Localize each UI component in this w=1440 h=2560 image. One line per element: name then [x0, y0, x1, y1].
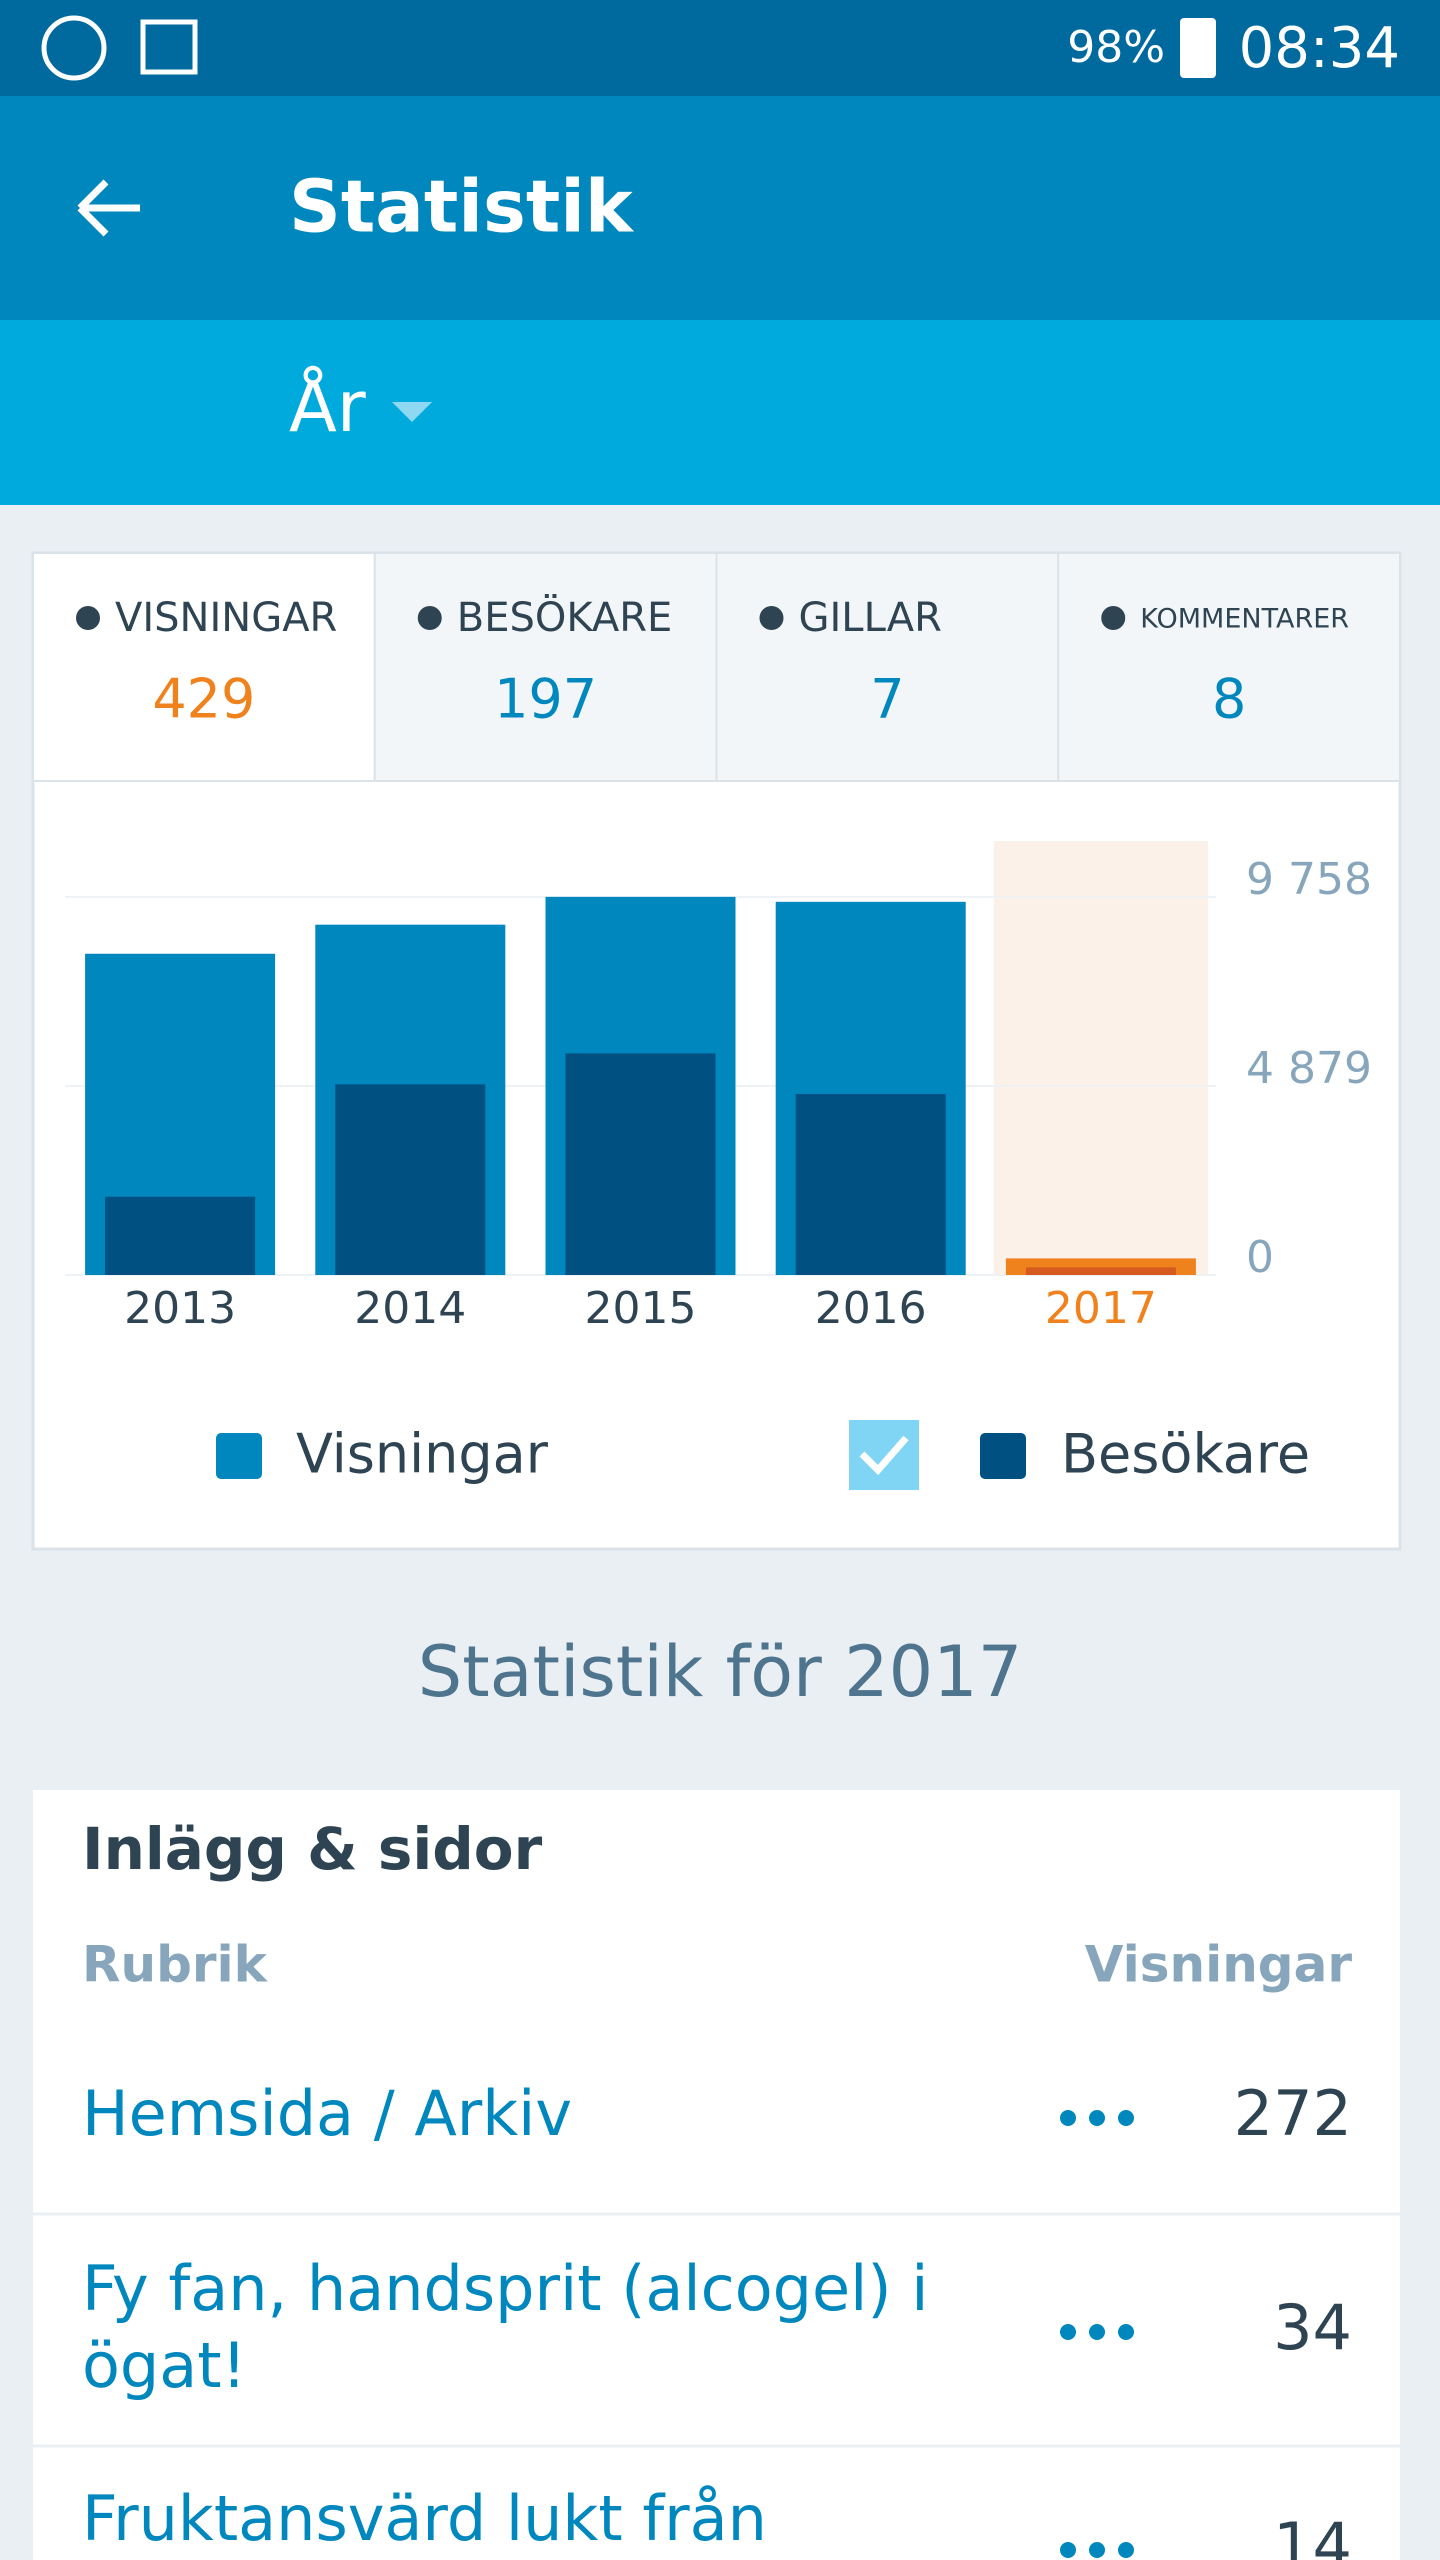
tab-label: KOMMENTARER — [1140, 604, 1349, 635]
legend-label[interactable]: Visningar — [296, 1423, 549, 1486]
tab-icon — [417, 606, 442, 630]
back-button[interactable] — [77, 179, 140, 237]
tab[interactable] — [373, 552, 718, 782]
more-dot[interactable] — [1118, 2324, 1134, 2340]
tab-icon — [76, 606, 100, 630]
x-tick-label: 2017 — [1045, 1283, 1157, 1334]
battery-icon — [1180, 18, 1216, 78]
battery-text: 98% — [1067, 22, 1165, 73]
x-tick-label: 2014 — [354, 1283, 466, 1334]
period-bar[interactable] — [0, 320, 1440, 505]
tab-label: BESÖKARE — [457, 593, 673, 641]
legend-swatch — [216, 1433, 262, 1479]
posts-card — [33, 1790, 1400, 2560]
more-dot[interactable] — [1089, 2324, 1105, 2340]
post-title[interactable]: ögat! — [82, 2329, 246, 2402]
checkmark — [859, 1435, 909, 1476]
bar[interactable] — [795, 1094, 946, 1275]
bar[interactable] — [105, 1196, 256, 1275]
more-dot[interactable] — [1060, 2324, 1076, 2340]
legend-swatch — [980, 1433, 1026, 1479]
app-bar — [0, 96, 1440, 320]
x-tick-label: 2015 — [585, 1283, 697, 1334]
app-title: Statistik — [289, 165, 635, 249]
section-title: Statistik för 2017 — [418, 1631, 1022, 1713]
tab-value: 8 — [1212, 668, 1246, 731]
legend-checkbox[interactable] — [849, 1420, 919, 1490]
y-tick-label: 4 879 — [1246, 1043, 1372, 1094]
bar[interactable] — [335, 1084, 486, 1275]
more-dot[interactable] — [1118, 2542, 1134, 2558]
x-tick-label: 2016 — [815, 1283, 927, 1334]
post-views: 34 — [1273, 2291, 1352, 2364]
x-tick-label: 2013 — [124, 1283, 236, 1334]
post-title[interactable]: Fruktansvärd lukt från — [82, 2482, 767, 2555]
tab-value: 429 — [152, 668, 255, 731]
y-tick-label: 0 — [1246, 1232, 1274, 1283]
selected-highlight — [993, 841, 1208, 1275]
more-dot[interactable] — [1118, 2110, 1134, 2126]
legend-label[interactable]: Besökare — [1061, 1423, 1310, 1486]
post-views: 272 — [1234, 2077, 1352, 2150]
tab[interactable] — [715, 552, 1060, 782]
tab[interactable] — [32, 552, 376, 782]
period-label[interactable]: År — [289, 366, 366, 448]
gallery-icon — [140, 19, 198, 75]
tab[interactable] — [1057, 552, 1401, 782]
column-header: Rubrik — [82, 1936, 269, 1994]
post-title[interactable]: Hemsida / Arkiv — [82, 2077, 572, 2150]
bar[interactable] — [565, 1053, 716, 1275]
tab-icon — [759, 606, 784, 630]
more-dot[interactable] — [1089, 2110, 1105, 2126]
tab-label: VISNINGAR — [115, 595, 337, 641]
more-dot[interactable] — [1060, 2542, 1076, 2558]
more-dot[interactable] — [1089, 2542, 1105, 2558]
tab-value: 7 — [870, 668, 904, 731]
post-views: 14 — [1273, 2509, 1352, 2560]
wp-icon — [41, 15, 107, 81]
tab-label: GILLAR — [799, 595, 942, 641]
post-title[interactable]: Fy fan, handsprit (alcogel) i — [82, 2252, 929, 2325]
clock: 08:34 — [1239, 16, 1400, 81]
posts-title: Inlägg & sidor — [82, 1815, 543, 1883]
column-header: Visningar — [1085, 1936, 1353, 1994]
more-dot[interactable] — [1060, 2110, 1076, 2126]
y-tick-label: 9 758 — [1246, 854, 1372, 905]
bar[interactable] — [1025, 1267, 1176, 1275]
tab-icon — [1101, 606, 1126, 630]
tab-value: 197 — [494, 668, 597, 731]
status-bar — [0, 0, 1440, 96]
dropdown-arrow — [392, 402, 432, 422]
